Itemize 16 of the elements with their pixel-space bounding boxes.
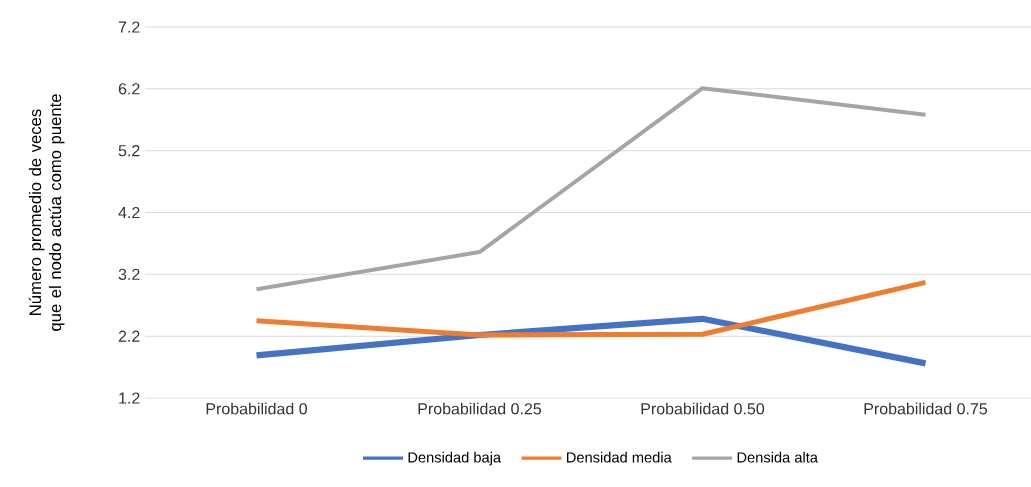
y-tick-label: 7.2 [118, 21, 140, 33]
x-tick-label: Probabilidad 0.50 [641, 402, 765, 415]
y-tick-label: 2.2 [118, 330, 140, 342]
x-tick-label: Probabilidad 0.25 [418, 402, 542, 415]
x-tick-label: Probabilidad 0.75 [864, 402, 988, 415]
legend-label: Densidad baja [408, 451, 502, 466]
y-tick-label: 3.2 [118, 268, 140, 280]
y-tick-label: 4.2 [118, 206, 140, 219]
y-tick-label: 1.2 [119, 392, 140, 404]
y-axis-title: Número promedio de veces que el nodo actúa como puente [28, 94, 65, 331]
y-tick-label: 5.2 [118, 145, 140, 157]
legend-label: Densida alta [737, 451, 818, 463]
y-tick-label: 6.2 [118, 83, 140, 95]
legend-label: Densidad media [567, 451, 672, 463]
line-series [254, 86, 928, 292]
x-tick-label: Probabilidad 0 [206, 402, 307, 415]
